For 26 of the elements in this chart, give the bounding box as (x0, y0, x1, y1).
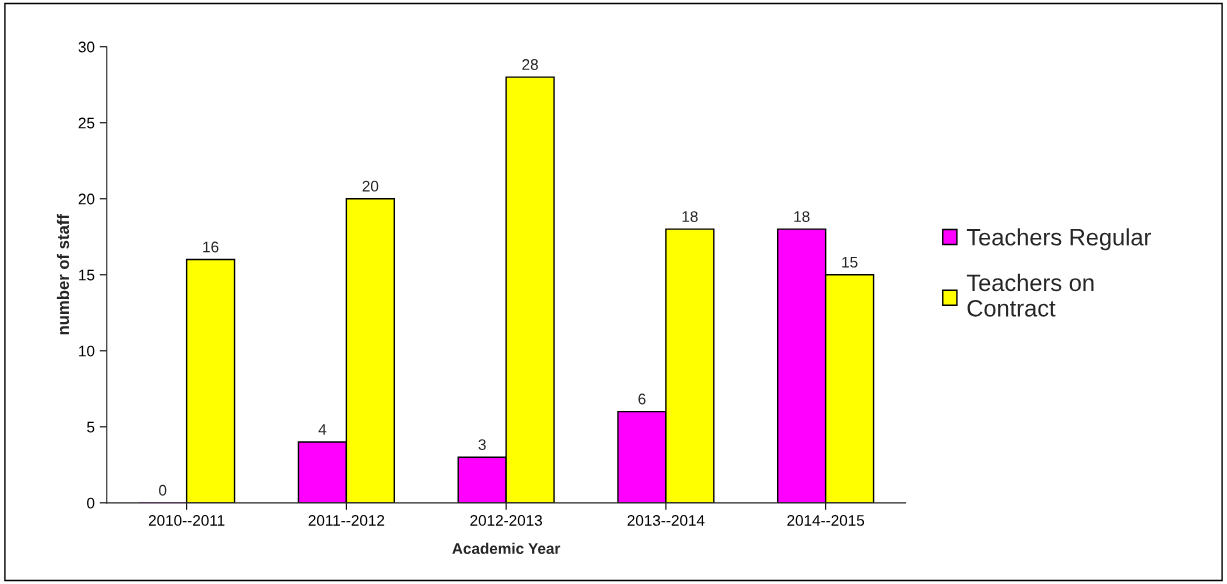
y-tick-label: 0 (87, 497, 95, 509)
legend-label: Teachers on Contract (966, 273, 1094, 317)
data-label: 20 (362, 180, 379, 192)
y-tick-label: 25 (78, 117, 95, 129)
data-label: 15 (842, 256, 858, 268)
data-label: 0 (159, 484, 167, 496)
legend-label: Teachers Regular (966, 228, 1152, 251)
data-label: 18 (682, 211, 698, 222)
y-tick-label: 30 (78, 41, 95, 53)
x-tick-label: 2010--2011 (148, 515, 225, 526)
data-label: 4 (318, 424, 327, 435)
x-tick-label: 2014--2015 (787, 515, 865, 526)
data-label: 18 (794, 211, 810, 222)
data-label: 16 (203, 241, 219, 253)
data-label: 6 (638, 393, 646, 405)
y-tick-label: 5 (87, 421, 95, 433)
data-label: 28 (522, 59, 538, 70)
y-tick-label: 15 (79, 269, 95, 281)
x-tick-label: 2012-2013 (470, 515, 542, 526)
data-label: 3 (478, 439, 486, 451)
y-tick-label: 20 (78, 193, 95, 205)
y-axis-title: number of staff (56, 214, 70, 335)
x-tick-label: 2013--2014 (627, 515, 705, 526)
x-tick-label: 2011--2012 (308, 515, 385, 526)
y-tick-label: 10 (79, 345, 95, 357)
x-axis-title: Academic Year (452, 542, 561, 554)
